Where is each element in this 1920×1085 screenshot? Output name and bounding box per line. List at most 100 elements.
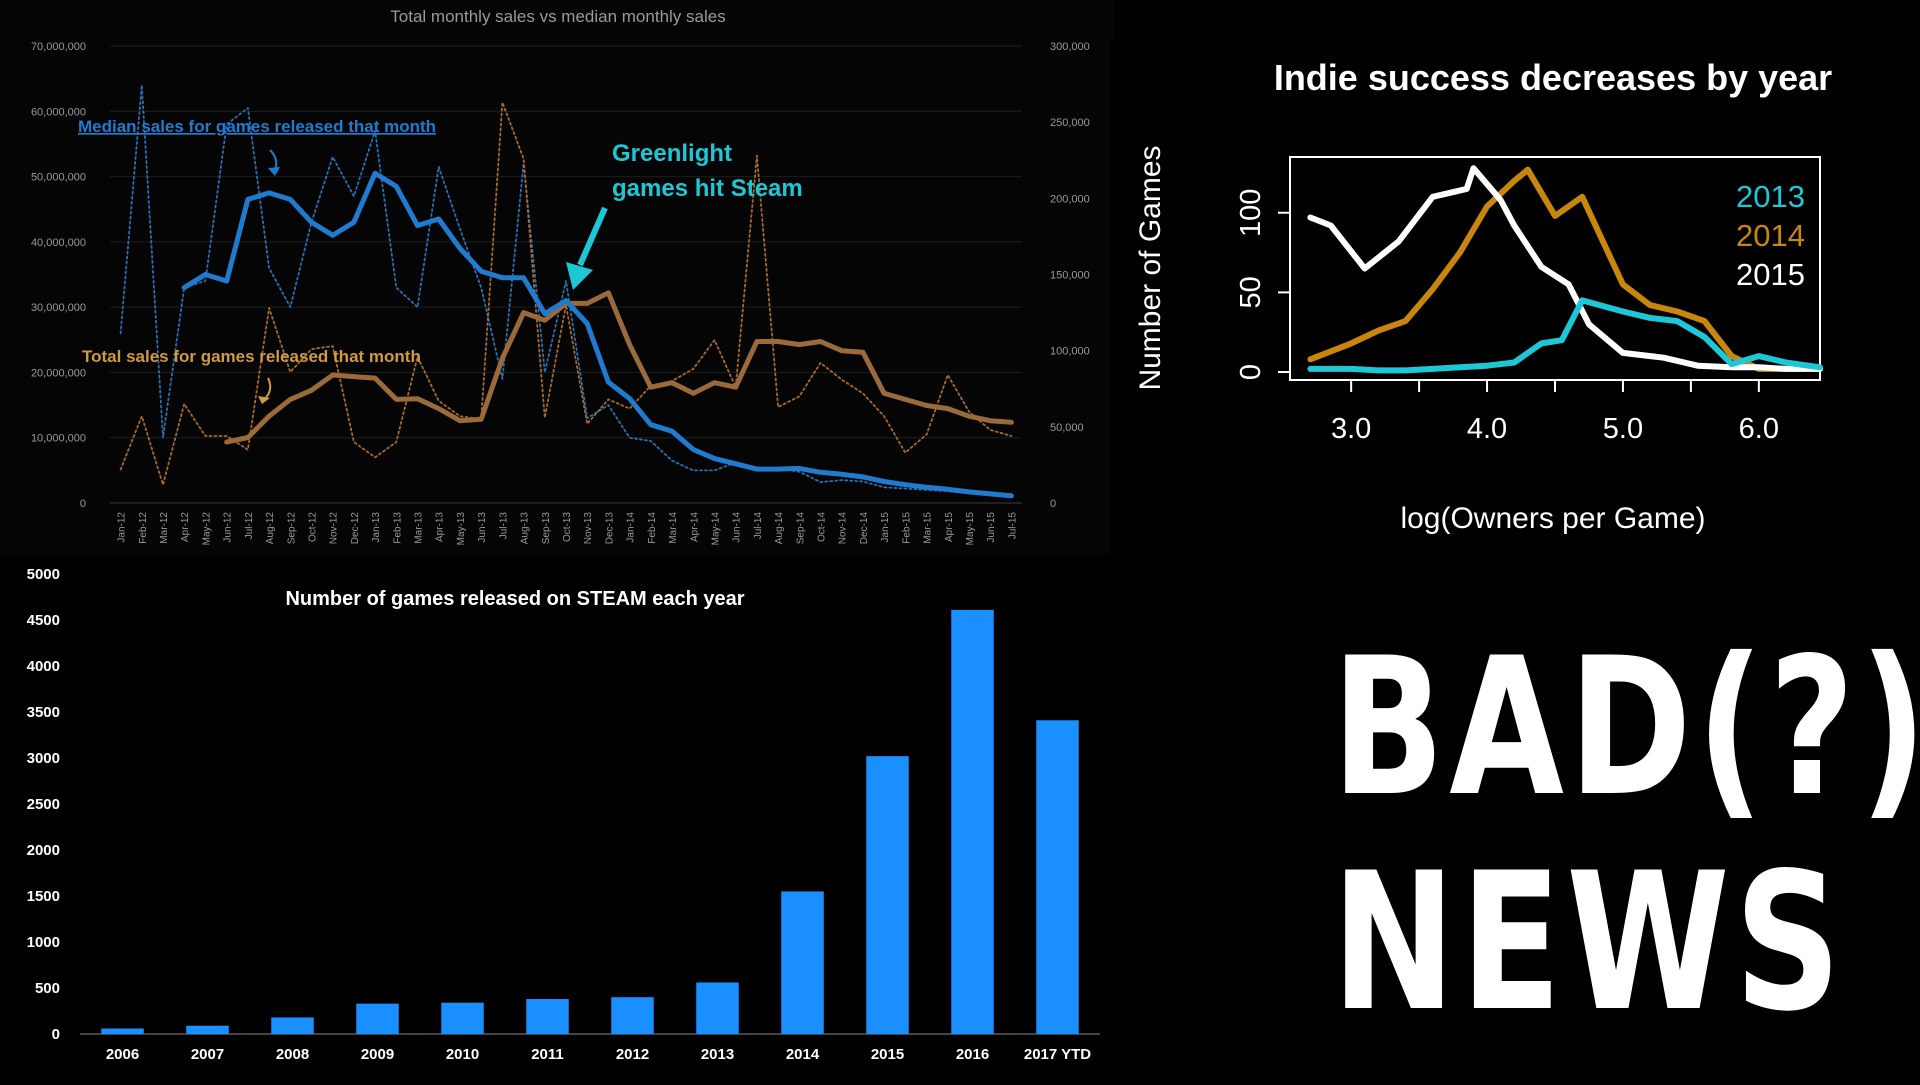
- x-tick-label: Oct-12: [307, 512, 318, 542]
- y-right-tick-label: 0: [1050, 498, 1056, 510]
- median-arrowhead: [268, 167, 280, 176]
- series-line-dotted: [119, 84, 1013, 498]
- total-series-label: Total sales for games released that mont…: [82, 347, 421, 366]
- y-right-tick-label: 200,000: [1050, 193, 1090, 205]
- bar: [271, 1017, 314, 1034]
- legend-entry: 2013: [1736, 179, 1805, 214]
- x-tick-label: 2006: [106, 1046, 139, 1063]
- x-tick-label: Sep-13: [541, 512, 552, 545]
- y-left-tick-label: 10,000,000: [31, 433, 86, 445]
- y-left-tick-label: 50,000,000: [31, 172, 86, 184]
- indie-chart: Indie success decreases by year 3.0 4.0 5.0…: [1134, 57, 1832, 535]
- x-tick-label: Jun-15: [986, 512, 997, 543]
- x-tick-label: Dec-14: [859, 512, 870, 545]
- y-tick-label: 100: [1235, 189, 1267, 237]
- x-tick-label: Sep-14: [795, 512, 806, 545]
- x-tick-label: Sep-12: [286, 512, 297, 545]
- y-tick-label: 2500: [27, 796, 60, 813]
- bar: [441, 1002, 484, 1034]
- y-tick-label: 1000: [27, 934, 60, 951]
- sales-chart: Total monthly sales vs median monthly sa…: [31, 7, 1090, 546]
- bar: [781, 891, 824, 1034]
- y-right-tick-label: 250,000: [1050, 117, 1090, 129]
- greenlight-label-line-1: Greenlight: [612, 140, 732, 167]
- x-tick-label: Feb-14: [647, 512, 658, 544]
- y-tick-label: 50: [1235, 276, 1267, 308]
- bar: [1036, 720, 1079, 1034]
- x-tick-label: May-14: [710, 512, 721, 546]
- y-axis-label: Number of Games: [1134, 145, 1167, 390]
- x-tick-label: 6.0: [1739, 413, 1779, 445]
- x-tick-label: May-15: [965, 512, 976, 546]
- x-tick-label: 2012: [616, 1046, 649, 1063]
- x-tick-label: Jul-14: [753, 512, 764, 540]
- x-tick-label: Nov-13: [583, 512, 594, 545]
- bar: [696, 982, 739, 1034]
- y-right-tick-label: 150,000: [1050, 270, 1090, 282]
- y-tick-label: 1500: [27, 888, 60, 905]
- x-tick-label: 2016: [956, 1046, 989, 1063]
- series-line: [1307, 166, 1823, 372]
- x-tick-label: 2008: [276, 1046, 309, 1063]
- x-tick-label: 4.0: [1467, 413, 1507, 445]
- greenlight-arrowhead: [566, 262, 593, 290]
- bar: [951, 609, 994, 1034]
- x-tick-label: Jun-14: [732, 512, 743, 543]
- x-tick-label: 2017 YTD: [1024, 1046, 1091, 1063]
- headline-line-1: BAD(?): [1331, 617, 1920, 838]
- series-line: [224, 290, 1014, 445]
- x-tick-label: Nov-12: [329, 512, 340, 545]
- y-right-tick-label: 50,000: [1050, 422, 1084, 434]
- x-tick-label: Jan-14: [626, 512, 637, 543]
- x-tick-label: Mar-12: [159, 512, 170, 544]
- total-arrow: [263, 377, 272, 401]
- x-tick-label: 2013: [701, 1046, 734, 1063]
- x-tick-label: Aug-13: [520, 512, 531, 545]
- x-tick-label: Dec-13: [604, 512, 615, 545]
- y-tick-label: 500: [35, 980, 60, 997]
- x-tick-label: Jun-12: [223, 512, 234, 543]
- x-tick-label: Nov-14: [838, 512, 849, 545]
- x-tick-label: Jun-13: [477, 512, 488, 543]
- legend-entry: 2014: [1736, 218, 1805, 253]
- x-tick-label: Feb-15: [901, 512, 912, 544]
- bar: [866, 756, 909, 1034]
- chart-title: Indie success decreases by year: [1274, 57, 1832, 98]
- x-tick-label: 3.0: [1331, 413, 1371, 445]
- x-tick-label: 2009: [361, 1046, 394, 1063]
- chart-title: Total monthly sales vs median monthly sa…: [390, 7, 725, 26]
- x-tick-label: Apr-12: [180, 512, 191, 542]
- series-line: [181, 170, 1014, 499]
- x-tick-label: 2010: [446, 1046, 479, 1063]
- x-tick-label: Jan-15: [880, 512, 891, 543]
- chart-title: Number of games released on STEAM each y…: [285, 588, 744, 610]
- y-tick-label: 3000: [27, 750, 60, 767]
- y-left-tick-label: 30,000,000: [31, 302, 86, 314]
- y-left-tick-label: 60,000,000: [31, 106, 86, 118]
- x-axis-label: log(Owners per Game): [1400, 502, 1705, 535]
- x-tick-label: Jul-12: [244, 512, 255, 540]
- y-tick-label: 0: [52, 1026, 60, 1043]
- x-tick-label: Aug-14: [774, 512, 785, 545]
- total-arrowhead: [258, 396, 270, 404]
- indie-chart-panel: Indie success decreases by year 3.0 4.0 5.0…: [1110, 40, 1910, 560]
- x-tick-label: 2015: [871, 1046, 904, 1063]
- series-line: [1307, 165, 1823, 372]
- greenlight-arrow: [577, 206, 608, 267]
- sales-chart-panel: Total monthly sales vs median monthly sa…: [0, 0, 1115, 570]
- y-tick-label: 3500: [27, 704, 60, 721]
- x-tick-label: Feb-12: [138, 512, 149, 544]
- x-tick-label: Aug-12: [265, 512, 276, 545]
- bar: [101, 1028, 144, 1034]
- x-tick-label: Jan-13: [371, 512, 382, 543]
- bar: [186, 1025, 229, 1034]
- y-left-tick-label: 0: [80, 498, 86, 510]
- greenlight-label-line-2: games hit Steam: [612, 175, 803, 202]
- bar: [356, 1003, 399, 1034]
- y-tick-label: 4500: [27, 612, 60, 629]
- x-tick-label: May-13: [456, 512, 467, 546]
- x-tick-label: Apr-14: [689, 512, 700, 542]
- x-tick-label: Mar-14: [668, 512, 679, 544]
- y-tick-label: 4000: [27, 658, 60, 675]
- x-tick-label: Oct-14: [817, 512, 828, 542]
